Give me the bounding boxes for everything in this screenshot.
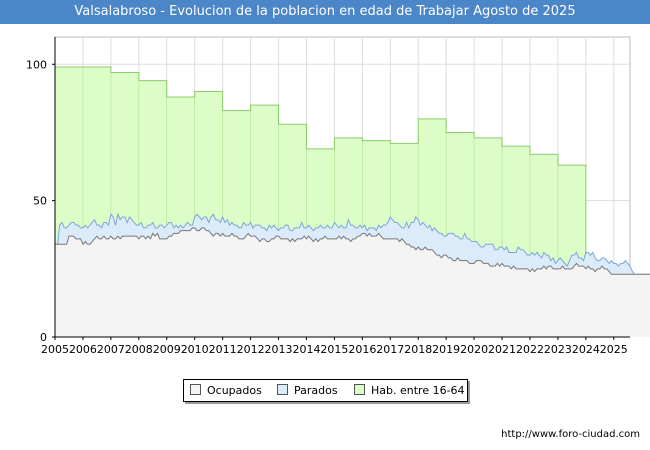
series-line-ocupados xyxy=(55,227,650,275)
x-tick-label: 2017 xyxy=(376,343,404,356)
x-tick-label: 2006 xyxy=(69,343,97,356)
x-tick-label: 2016 xyxy=(348,343,376,356)
x-tick-label: 2021 xyxy=(488,343,516,356)
x-tick-label: 2014 xyxy=(292,343,320,356)
y-tick-label: 50 xyxy=(33,195,47,208)
legend-label-parados: Parados xyxy=(294,384,338,397)
x-tick-label: 2009 xyxy=(153,343,181,356)
x-tick-label: 2024 xyxy=(572,343,600,356)
x-tick-label: 2022 xyxy=(516,343,544,356)
x-tick-label: 2023 xyxy=(544,343,572,356)
source-url: http://www.foro-ciudad.com xyxy=(501,429,640,440)
legend-item-hab: Hab. entre 16-64 xyxy=(354,380,465,401)
x-tick-label: 2011 xyxy=(209,343,237,356)
chart-legend: Ocupados Parados Hab. entre 16-64 xyxy=(183,379,468,402)
x-tick-label: 2025 xyxy=(600,343,628,356)
legend-item-parados: Parados xyxy=(277,380,338,401)
legend-item-ocupados: Ocupados xyxy=(190,380,262,401)
x-tick-label: 2005 xyxy=(41,343,69,356)
x-tick-label: 2010 xyxy=(181,343,209,356)
legend-label-ocupados: Ocupados xyxy=(207,384,262,397)
series-line-parados xyxy=(54,212,650,275)
y-tick-label: 100 xyxy=(26,58,47,71)
x-tick-label: 2018 xyxy=(404,343,432,356)
x-tick-label: 2008 xyxy=(125,343,153,356)
x-tick-label: 2007 xyxy=(97,343,125,356)
legend-swatch-hab xyxy=(354,384,365,395)
x-tick-label: 2013 xyxy=(265,343,293,356)
legend-swatch-ocupados xyxy=(190,384,201,395)
series-area-ocupados xyxy=(55,227,650,337)
legend-swatch-parados xyxy=(277,384,288,395)
x-tick-label: 2020 xyxy=(460,343,488,356)
x-tick-label: 2012 xyxy=(237,343,265,356)
x-tick-label: 2019 xyxy=(432,343,460,356)
y-tick-label: 0 xyxy=(40,331,47,344)
x-tick-label: 2015 xyxy=(320,343,348,356)
legend-label-hab: Hab. entre 16-64 xyxy=(371,384,465,397)
chart-title: Valsalabroso - Evolucion de la poblacion… xyxy=(0,0,650,24)
